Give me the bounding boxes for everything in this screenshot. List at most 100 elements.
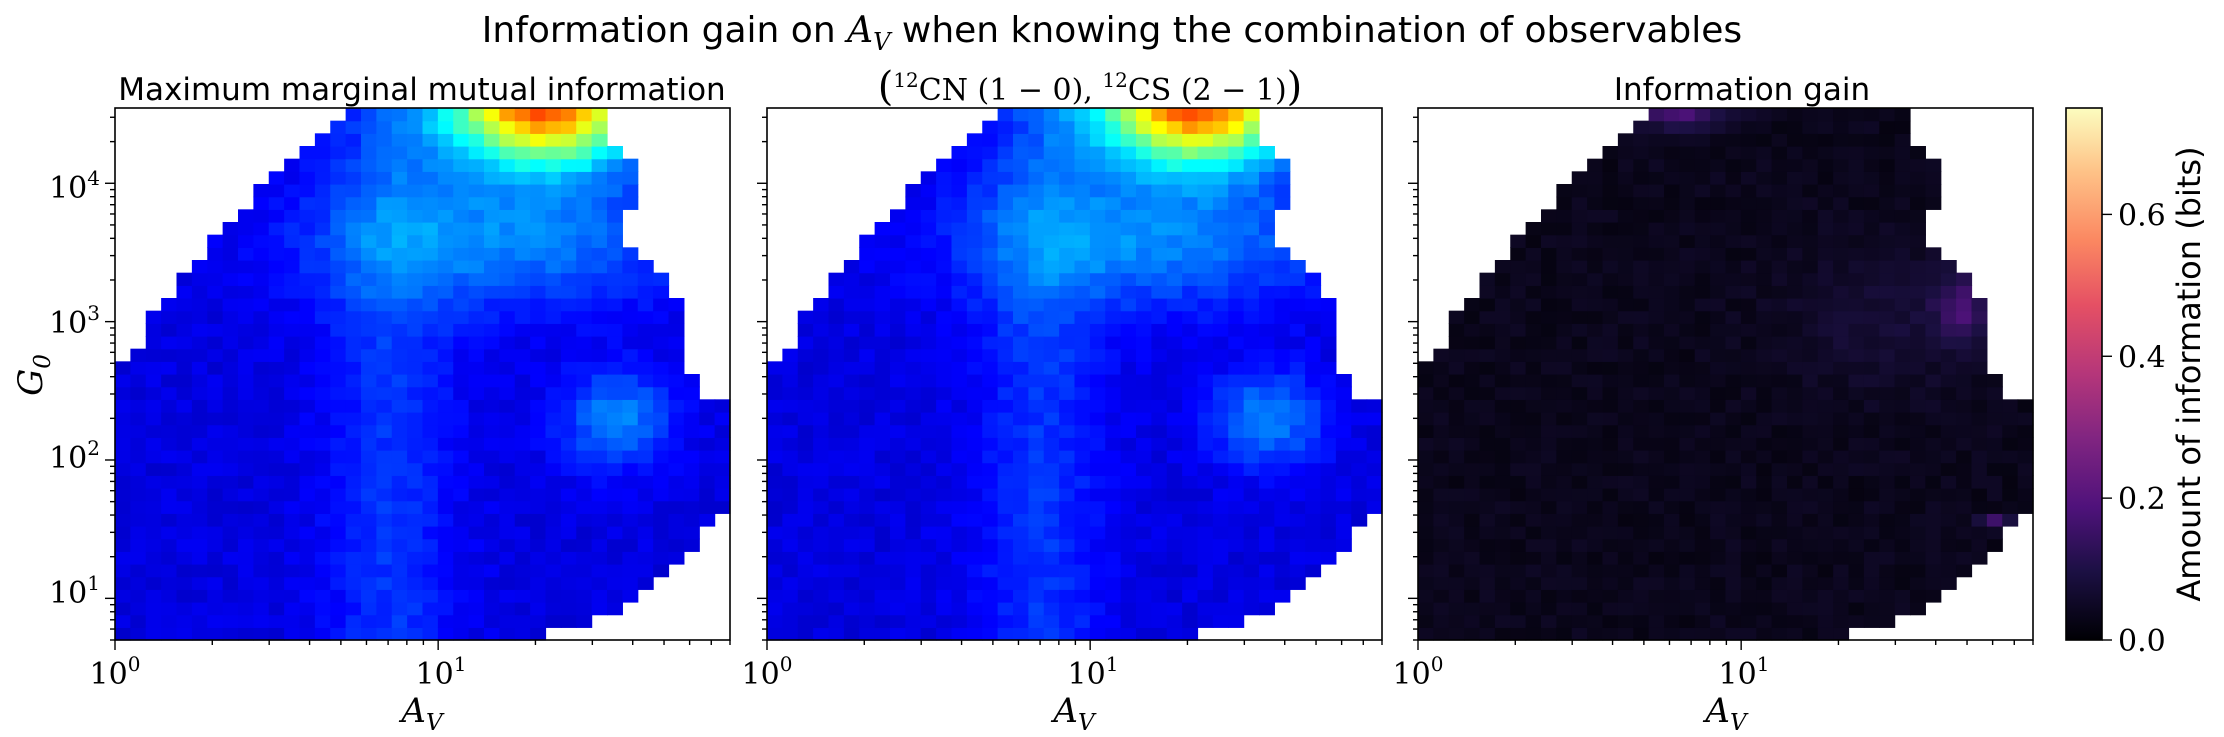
heatmap-cell [1259, 310, 1275, 324]
heatmap-cell [145, 336, 162, 350]
heatmap-cell [1433, 513, 1450, 527]
heatmap-cell [1418, 437, 1434, 451]
heatmap-cell [622, 184, 639, 198]
heatmap-cell [1863, 538, 1880, 552]
heatmap-cell [1571, 500, 1588, 514]
heatmap-cell [1433, 450, 1450, 464]
heatmap-cell [191, 488, 208, 502]
heatmap-cell [1571, 285, 1588, 299]
heatmap-cell [1571, 298, 1588, 312]
heatmap-cell [1986, 513, 2003, 527]
heatmap-cell [1105, 348, 1122, 362]
heatmap-cell [1541, 462, 1557, 476]
heatmap-cell [951, 272, 968, 286]
heatmap-cell [1059, 450, 1076, 464]
heatmap-cell [1633, 424, 1650, 438]
heatmap-cell [936, 386, 953, 400]
heatmap-cell [591, 500, 608, 514]
heatmap-cell [920, 171, 937, 185]
heatmap-cell [1648, 412, 1665, 426]
heatmap-cell [2017, 500, 2034, 514]
heatmap-cell [1833, 272, 1850, 286]
heatmap-cell [1289, 437, 1306, 451]
heatmap-cell [1894, 475, 1911, 489]
heatmap-cell [936, 589, 953, 603]
heatmap-cell [1756, 576, 1773, 590]
heatmap-cell [1059, 399, 1076, 413]
heatmap-cell [966, 462, 983, 476]
heatmap-cell [1105, 209, 1122, 223]
heatmap-cell [1679, 437, 1696, 451]
heatmap-cell [1182, 158, 1199, 172]
heatmap-cell [468, 538, 485, 552]
heatmap-cell [1182, 323, 1199, 337]
heatmap-cell [530, 424, 547, 438]
heatmap-cell [1028, 133, 1045, 147]
heatmap-cell [1664, 171, 1680, 185]
heatmap-cell [1617, 564, 1634, 578]
heatmap-cell [951, 576, 968, 590]
heatmap-cell [1166, 222, 1183, 236]
heatmap-cell [1259, 323, 1275, 337]
heatmap-cell [622, 526, 639, 540]
heatmap-cell [115, 386, 131, 400]
heatmap-cell [997, 310, 1014, 324]
heatmap-cell [622, 386, 639, 400]
heatmap-cell [1074, 602, 1091, 616]
heatmap-cell [468, 374, 485, 388]
heatmap-cell [1289, 488, 1306, 502]
heatmap-cell [345, 576, 362, 590]
heatmap-cell [1464, 348, 1481, 362]
heatmap-cell [253, 488, 270, 502]
heatmap-cell [1587, 437, 1604, 451]
heatmap-cell [453, 260, 470, 274]
heatmap-cell [1366, 437, 1383, 451]
heatmap-cell [1259, 437, 1275, 451]
heatmap-cell [920, 462, 937, 476]
heatmap-cell [130, 450, 147, 464]
heatmap-cell [936, 526, 953, 540]
heatmap-cell [607, 450, 623, 464]
heatmap-cell [920, 260, 937, 274]
heatmap-cell [1494, 412, 1511, 426]
heatmap-cell [1305, 500, 1322, 514]
heatmap-cell [699, 437, 716, 451]
heatmap-cell [951, 247, 968, 261]
heatmap-cell [1289, 513, 1306, 527]
heatmap-cell [1571, 336, 1588, 350]
heatmap-cell [1305, 285, 1322, 299]
heatmap-cell [1986, 424, 2003, 438]
heatmap-cell [530, 323, 547, 337]
heatmap-cell [1648, 614, 1665, 628]
heatmap-cell [859, 500, 876, 514]
heatmap-cell [1633, 614, 1650, 628]
heatmap-cell [1679, 551, 1696, 565]
heatmap-cell [1710, 260, 1727, 274]
heatmap-cell [1243, 234, 1260, 248]
heatmap-cell [1228, 133, 1245, 147]
heatmap-cell [936, 488, 953, 502]
heatmap-cell [1320, 526, 1337, 540]
heatmap-cell [222, 260, 239, 274]
heatmap-cell [951, 386, 968, 400]
heatmap-cell [1710, 386, 1727, 400]
heatmap-cell [560, 412, 577, 426]
heatmap-cell [1448, 437, 1465, 451]
heatmap-cell [422, 171, 439, 185]
heatmap-cell [499, 576, 516, 590]
heatmap-cell [607, 171, 623, 185]
heatmap-cell [1043, 209, 1060, 223]
heatmap-cell [1136, 260, 1152, 274]
heatmap-cell [1925, 538, 1942, 552]
heatmap-cell [1259, 576, 1275, 590]
heatmap-cell [1212, 602, 1229, 616]
heatmap-cell [828, 336, 845, 350]
heatmap-cell [936, 298, 953, 312]
heatmap-cell [607, 348, 623, 362]
heatmap-cell [1259, 602, 1275, 616]
heatmap-cell [1510, 323, 1527, 337]
heatmap-cell [514, 551, 531, 565]
heatmap-cell [828, 272, 845, 286]
heatmap-cell [407, 146, 424, 160]
